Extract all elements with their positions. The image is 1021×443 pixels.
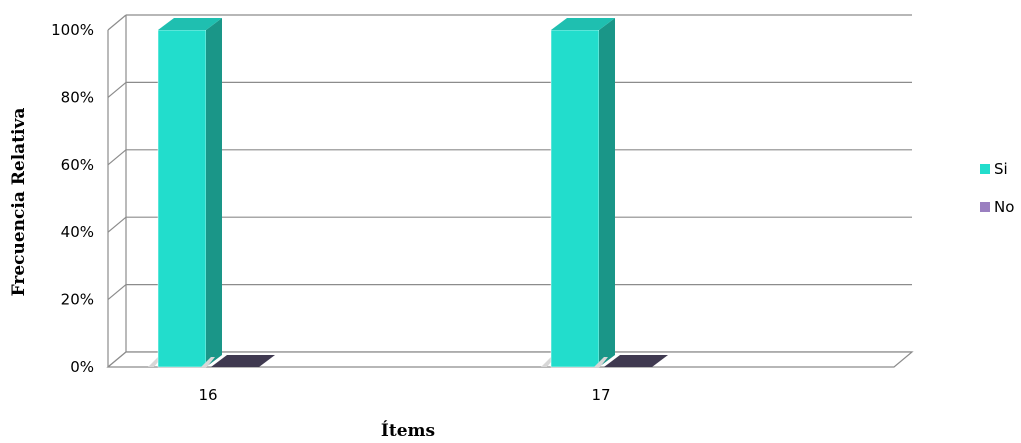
- y-tick-label-0: 0%: [70, 358, 94, 376]
- x-axis-title: Ítems: [381, 420, 435, 441]
- gridline-depth-80: [107, 81, 127, 98]
- bar-shadow-No-16: [201, 357, 215, 367]
- bar-side-Si-17: [599, 18, 615, 367]
- y-tick-label-20: 20%: [61, 291, 94, 309]
- legend-label-No: No: [994, 198, 1014, 216]
- bar-top-No-17: [604, 355, 668, 367]
- x-tick-label-16: 16: [198, 386, 217, 404]
- bar-top-Si-17: [551, 18, 615, 30]
- y-axis-title: Frecuencia Relativa: [9, 108, 29, 297]
- legend: Si No: [980, 160, 1014, 216]
- legend-label-Si: Si: [994, 160, 1008, 178]
- y-axis-ticks: 0% 20% 40% 60% 80% 100%: [51, 21, 94, 376]
- y-tick-label-80: 80%: [61, 88, 94, 106]
- grid-lines: [107, 14, 912, 368]
- bar-shadow-No-17: [594, 357, 608, 367]
- y-tick-label-100: 100%: [51, 21, 94, 39]
- legend-swatch-No: [980, 202, 990, 212]
- gridline-depth-20: [107, 284, 127, 301]
- bar-side-Si-16: [206, 18, 222, 367]
- y-tick-label-40: 40%: [61, 223, 94, 241]
- legend-swatch-Si: [980, 164, 990, 174]
- bar-Si-17: [550, 29, 600, 368]
- gridline-depth-40: [107, 216, 127, 233]
- y-tick-label-60: 60%: [61, 156, 94, 174]
- x-tick-label-17: 17: [591, 386, 610, 404]
- bar-Si-16: [157, 29, 207, 368]
- x-axis-ticks: 16 17: [198, 386, 610, 404]
- gridline-depth-60: [107, 149, 127, 166]
- bars: [148, 18, 668, 368]
- gridline-depth-100: [107, 14, 127, 31]
- bar-top-Si-16: [158, 18, 222, 30]
- bar-top-No-16: [211, 355, 275, 367]
